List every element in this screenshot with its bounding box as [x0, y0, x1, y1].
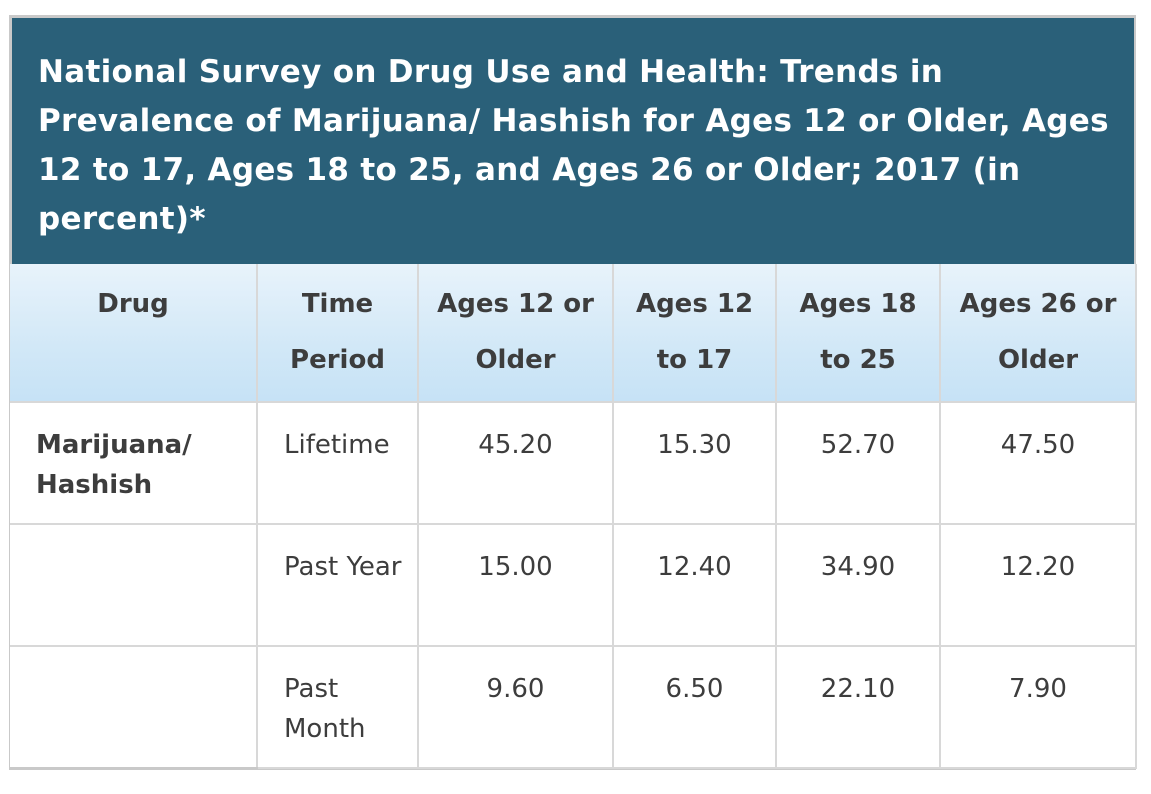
- cell-value: 45.20: [417, 401, 614, 525]
- table-row: Marijuana/ Hashish Lifetime 45.20 15.30 …: [10, 401, 1137, 525]
- title-bar: National Survey on Drug Use and Health: …: [12, 18, 1134, 264]
- header-ages-18-to-25: Ages 18 to 25: [775, 264, 941, 403]
- header-time-period: Time Period: [256, 264, 419, 403]
- cell-period: Lifetime: [256, 401, 419, 525]
- cell-value: 7.90: [939, 645, 1137, 769]
- header-ages-26-or-older: Ages 26 or Older: [939, 264, 1137, 403]
- table-row: Past Month 9.60 6.50 22.10 7.90: [10, 645, 1137, 770]
- table-row: Past Year 15.00 12.40 34.90 12.20: [10, 523, 1137, 647]
- cell-drug: [10, 523, 258, 647]
- header-ages-12-or-older: Ages 12 or Older: [417, 264, 614, 403]
- cell-drug: [10, 645, 258, 770]
- cell-value: 12.40: [612, 523, 777, 647]
- cell-value: 22.10: [775, 645, 941, 769]
- cell-value: 52.70: [775, 401, 941, 525]
- cell-value: 15.00: [417, 523, 614, 647]
- cell-value: 12.20: [939, 523, 1137, 647]
- cell-value: 47.50: [939, 401, 1137, 525]
- cell-drug: Marijuana/ Hashish: [10, 401, 258, 525]
- cell-value: 6.50: [612, 645, 777, 769]
- cell-value: 9.60: [417, 645, 614, 769]
- header-row: Drug Time Period Ages 12 or Older Ages 1…: [10, 264, 1137, 403]
- table-title: National Survey on Drug Use and Health: …: [38, 54, 1109, 237]
- cell-value: 34.90: [775, 523, 941, 647]
- header-drug: Drug: [10, 264, 258, 403]
- cell-value: 15.30: [612, 401, 777, 525]
- cell-period: Past Month: [256, 645, 419, 769]
- cell-period: Past Year: [256, 523, 419, 647]
- data-table: Drug Time Period Ages 12 or Older Ages 1…: [10, 264, 1137, 770]
- header-ages-12-to-17: Ages 12 to 17: [612, 264, 777, 403]
